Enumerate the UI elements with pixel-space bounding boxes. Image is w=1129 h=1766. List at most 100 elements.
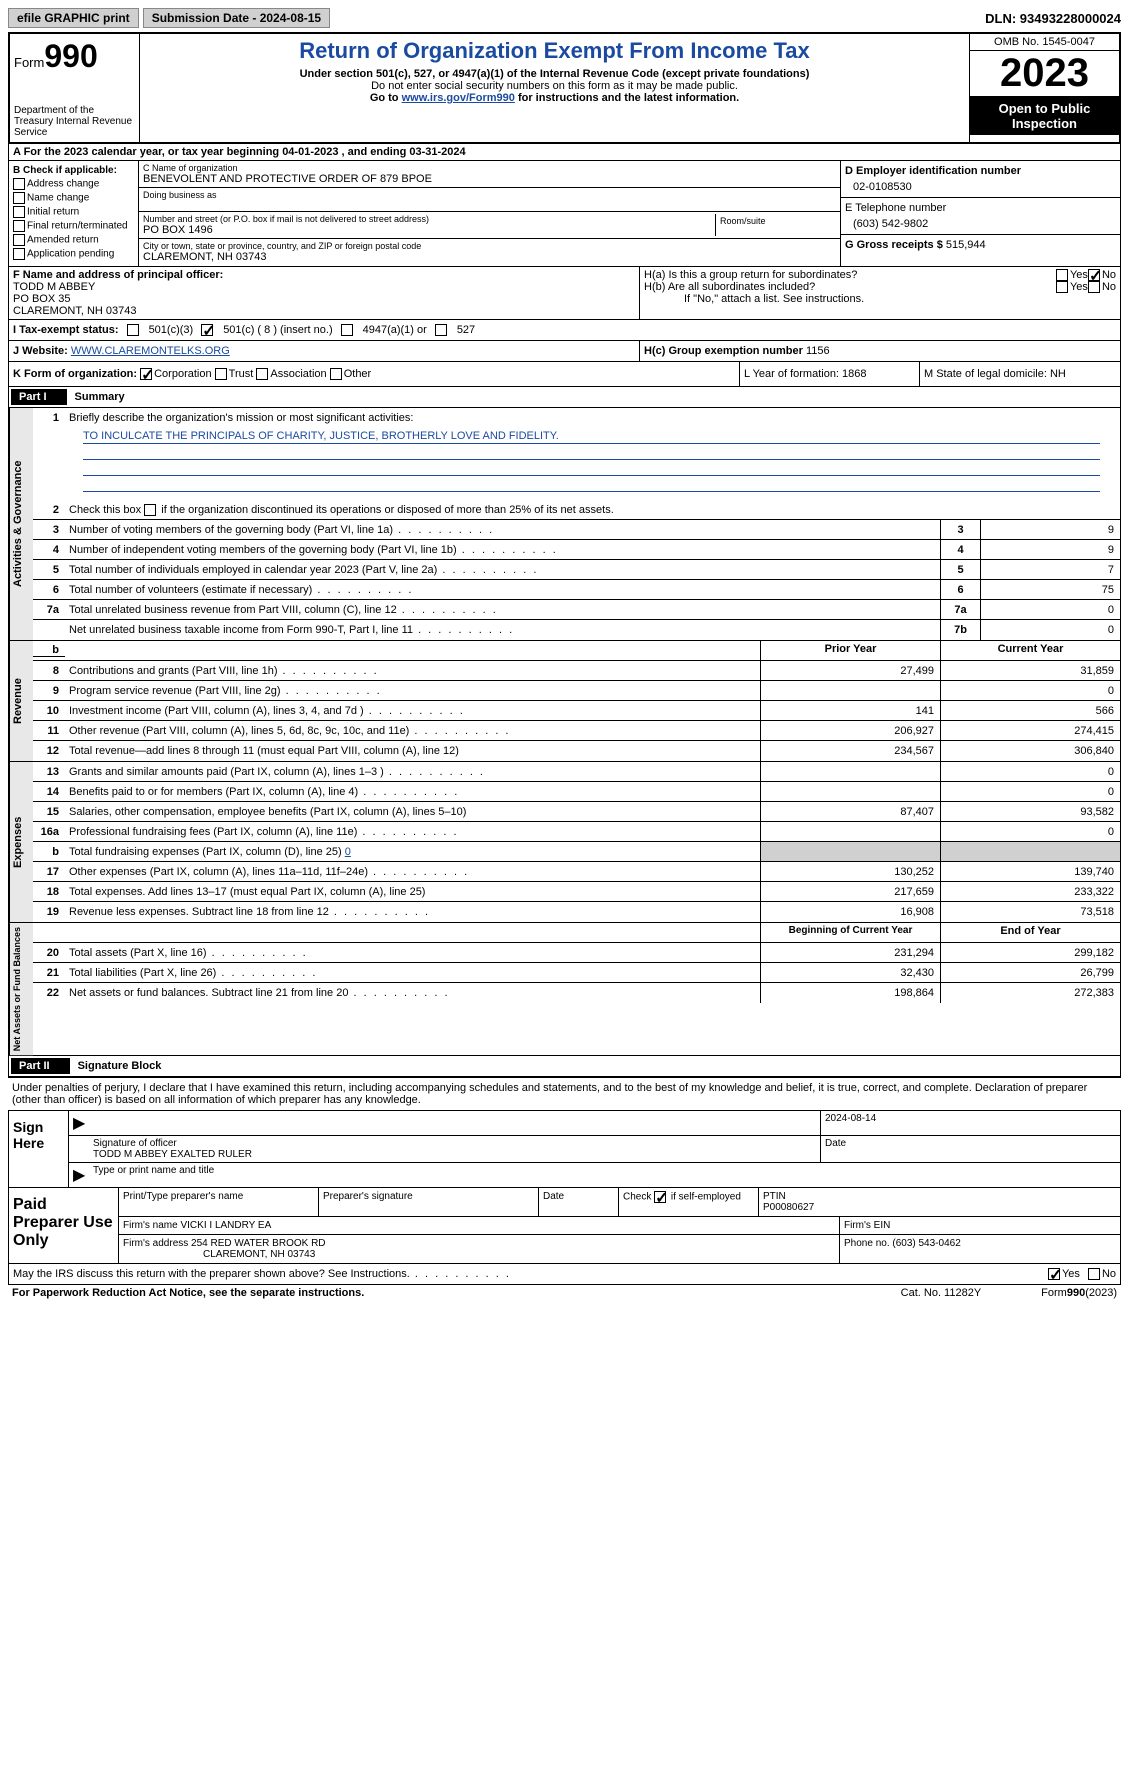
opt-label: 527 (457, 324, 475, 336)
firm-name-label: Firm's name (123, 1220, 180, 1231)
self-emp-pre: Check (623, 1192, 654, 1203)
discuss-no-checkbox[interactable] (1088, 1268, 1100, 1280)
initial-return-checkbox[interactable] (13, 206, 25, 218)
l12-py: 234,567 (760, 741, 940, 761)
527-checkbox[interactable] (435, 324, 447, 336)
l9-cy: 0 (940, 681, 1120, 700)
form-title: Return of Organization Exempt From Incom… (148, 38, 961, 64)
paperwork-text: For Paperwork Reduction Act Notice, see … (12, 1287, 901, 1299)
final-return-checkbox[interactable] (13, 220, 25, 232)
501c3-checkbox[interactable] (127, 324, 139, 336)
part1-header: Part I (11, 389, 67, 405)
l4-text: Number of independent voting members of … (65, 542, 940, 558)
officer-addr2: CLAREMONT, NH 03743 (13, 305, 635, 317)
hb-yes-checkbox[interactable] (1056, 281, 1068, 293)
l14-cy: 0 (940, 782, 1120, 801)
hc-value: 1156 (806, 345, 830, 357)
opt-label: 501(c)(3) (149, 324, 194, 336)
ha-no-checkbox[interactable] (1088, 269, 1100, 281)
form-header: Form990 Department of the Treasury Inter… (8, 32, 1121, 144)
l11-text: Other revenue (Part VIII, column (A), li… (65, 723, 760, 739)
corp-label: Corporation (154, 368, 211, 380)
curr-year-hdr: Current Year (940, 641, 1120, 660)
self-emp-post: if self-employed (668, 1192, 741, 1203)
tax-year: 2023 (970, 51, 1119, 97)
tel-value: (603) 542-9802 (845, 214, 1116, 230)
l5-text: Total number of individuals employed in … (65, 562, 940, 578)
inspection-badge: Open to Public Inspection (970, 97, 1119, 135)
l7a-val: 0 (980, 600, 1120, 619)
l17-text: Other expenses (Part IX, column (A), lin… (65, 864, 760, 880)
501c-checkbox[interactable] (201, 324, 213, 336)
assoc-checkbox[interactable] (256, 368, 268, 380)
form-footer-year: (2023) (1085, 1287, 1117, 1299)
efile-button[interactable]: efile GRAPHIC print (8, 8, 139, 28)
discuss-yes-checkbox[interactable] (1048, 1268, 1060, 1280)
discuss-text: May the IRS discuss this return with the… (13, 1268, 1048, 1280)
omb-number: OMB No. 1545-0047 (970, 34, 1119, 51)
other-label: Other (344, 368, 372, 380)
self-emp-checkbox[interactable] (654, 1191, 666, 1203)
l22-py: 198,864 (760, 983, 940, 1003)
sig-officer-name: TODD M ABBEY EXALTED RULER (93, 1149, 816, 1160)
end-year-hdr: End of Year (940, 923, 1120, 942)
trust-checkbox[interactable] (215, 368, 227, 380)
l17-cy: 139,740 (940, 862, 1120, 881)
l7a-text: Total unrelated business revenue from Pa… (65, 602, 940, 618)
begin-year-hdr: Beginning of Current Year (760, 923, 940, 942)
form-prefix: Form (14, 55, 44, 70)
l13-py (760, 762, 940, 781)
type-name-label: Type or print name and title (89, 1163, 1120, 1187)
prep-date-label: Date (539, 1188, 619, 1216)
prep-sig-label: Preparer's signature (319, 1188, 539, 1216)
officer-addr1: PO BOX 35 (13, 293, 635, 305)
firm-ein-label: Firm's EIN (840, 1217, 1120, 1234)
address-change-checkbox[interactable] (13, 178, 25, 190)
room-label: Room/suite (716, 214, 836, 236)
firm-addr2: CLAREMONT, NH 03743 (123, 1249, 835, 1260)
website-value[interactable]: WWW.CLAREMONTELKS.ORG (71, 345, 230, 357)
l8-py: 27,499 (760, 661, 940, 680)
tel-label: E Telephone number (845, 202, 1116, 214)
addr-label: Number and street (or P.O. box if mail i… (143, 214, 715, 224)
side-label-rev: Revenue (9, 641, 33, 761)
l15-cy: 93,582 (940, 802, 1120, 821)
l21-py: 32,430 (760, 963, 940, 982)
submission-button[interactable]: Submission Date - 2024-08-15 (143, 8, 330, 28)
hb-note: If "No," attach a list. See instructions… (644, 293, 1116, 305)
other-checkbox[interactable] (330, 368, 342, 380)
opt-label: 501(c) ( 8 ) (insert no.) (223, 324, 332, 336)
prep-name-label: Print/Type preparer's name (119, 1188, 319, 1216)
ha-yes-checkbox[interactable] (1056, 269, 1068, 281)
date-label: Date (820, 1136, 1120, 1162)
hb-no-checkbox[interactable] (1088, 281, 1100, 293)
website-label: J Website: (13, 345, 71, 357)
state-domicile: M State of legal domicile: NH (920, 362, 1120, 386)
sub3-post: for instructions and the latest informat… (515, 92, 739, 104)
l2-text2: if the organization discontinued its ope… (158, 504, 614, 516)
yes-label: Yes (1070, 281, 1088, 293)
4947-checkbox[interactable] (341, 324, 353, 336)
l7b-val: 0 (980, 620, 1120, 640)
amended-return-checkbox[interactable] (13, 234, 25, 246)
l14-text: Benefits paid to or for members (Part IX… (65, 784, 760, 800)
corp-checkbox[interactable] (140, 368, 152, 380)
irs-link[interactable]: www.irs.gov/Form990 (402, 92, 515, 104)
side-label-na: Net Assets or Fund Balances (9, 923, 33, 1055)
firm-addr1: 254 RED WATER BROOK RD (191, 1238, 325, 1249)
officer-label: F Name and address of principal officer: (13, 269, 635, 281)
yes-label: Yes (1062, 1268, 1080, 1280)
part1-title: Summary (67, 391, 125, 403)
dept-text: Department of the Treasury Internal Reve… (14, 105, 135, 138)
name-change-checkbox[interactable] (13, 192, 25, 204)
dba-label: Doing business as (143, 190, 836, 200)
l2-checkbox[interactable] (144, 504, 156, 516)
app-pending-checkbox[interactable] (13, 248, 25, 260)
gross-value: 515,944 (946, 239, 986, 251)
gross-label: G Gross receipts $ (845, 239, 946, 251)
phone-label: Phone no. (844, 1238, 892, 1249)
l15-py: 87,407 (760, 802, 940, 821)
org-name: BENEVOLENT AND PROTECTIVE ORDER OF 879 B… (143, 173, 836, 185)
officer-name: TODD M ABBEY (13, 281, 635, 293)
firm-addr-label: Firm's address (123, 1238, 191, 1249)
